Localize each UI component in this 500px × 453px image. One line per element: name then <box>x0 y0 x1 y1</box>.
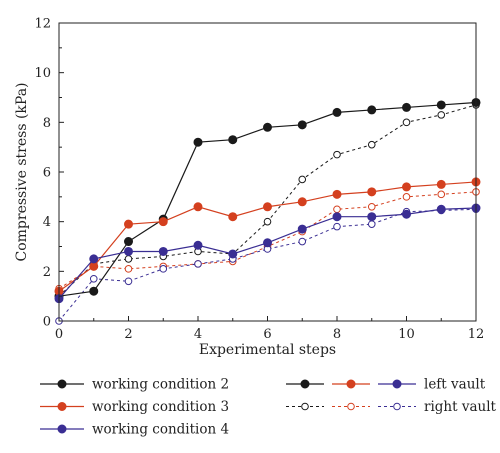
data-point <box>332 107 342 117</box>
data-point <box>228 249 238 259</box>
legend-vault-label: left vault <box>424 377 486 393</box>
data-point <box>402 182 411 192</box>
legend: working condition 2 working condition 3 wo… <box>40 377 497 438</box>
x-tick-label: 0 <box>55 327 63 342</box>
data-point <box>194 260 202 268</box>
data-point <box>89 286 99 296</box>
data-point <box>332 189 342 199</box>
legend-condition-entry: working condition 2 <box>40 377 229 393</box>
data-point <box>333 205 341 214</box>
data-point <box>367 187 377 197</box>
legend-vault-entry: left vault <box>286 377 486 393</box>
series-line <box>58 104 477 297</box>
data-point <box>193 202 203 212</box>
y-tick-label: 10 <box>34 66 51 81</box>
data-point <box>333 222 341 231</box>
x-tick-label: 10 <box>398 327 415 342</box>
data-point <box>437 190 446 199</box>
series-2 <box>54 177 481 296</box>
data-point <box>89 254 99 264</box>
data-point <box>436 204 446 214</box>
data-point <box>263 217 272 226</box>
data-point <box>402 209 411 219</box>
data-point <box>297 197 307 207</box>
y-tick-label: 12 <box>34 17 51 32</box>
series-layer <box>54 97 481 325</box>
data-point <box>124 265 133 273</box>
legend-vault-label: right vault <box>424 399 497 415</box>
data-point <box>193 137 203 147</box>
data-point <box>367 140 376 149</box>
data-point <box>367 212 377 222</box>
legend-vault-marker <box>347 402 355 411</box>
y-tick-label: 4 <box>43 215 51 230</box>
data-point <box>332 212 342 222</box>
data-point <box>158 217 168 227</box>
series-line <box>58 208 477 322</box>
data-point <box>124 237 133 247</box>
plot-area-frame <box>58 22 477 322</box>
legend-condition-entry: working condition 4 <box>40 422 229 438</box>
y-tick-label: 6 <box>43 166 51 181</box>
x-axis-title: Experimental steps <box>199 342 336 358</box>
data-point <box>436 100 446 110</box>
data-point <box>367 220 376 228</box>
x-tick-label: 6 <box>263 327 271 342</box>
y-tick-label: 8 <box>43 116 51 131</box>
y-tick-label: 0 <box>43 315 51 330</box>
data-point <box>124 277 133 286</box>
data-point <box>297 120 307 130</box>
data-point <box>89 261 99 271</box>
y-axis-title: Compressive stress (kPa) <box>14 83 30 262</box>
data-point <box>124 219 133 229</box>
series-0 <box>54 97 481 301</box>
data-point <box>124 246 133 256</box>
legend-vault-marker <box>392 379 402 389</box>
legend-marker <box>57 379 67 389</box>
data-point <box>228 135 238 145</box>
legend-vault-marker <box>346 379 356 389</box>
data-point <box>436 179 446 189</box>
series-line <box>58 181 477 292</box>
data-point <box>193 240 203 250</box>
data-point <box>263 202 272 212</box>
data-point <box>437 111 446 119</box>
data-point <box>402 102 411 112</box>
data-point <box>159 265 168 273</box>
legend-vault-marker <box>393 402 401 411</box>
legend-marker <box>57 402 67 411</box>
data-point <box>298 237 307 246</box>
data-point <box>124 255 133 263</box>
legend-condition-label: working condition 3 <box>92 399 229 415</box>
data-point <box>158 246 168 256</box>
data-point <box>402 118 411 127</box>
x-tick-label: 4 <box>194 327 202 342</box>
y-tick-label: 2 <box>43 265 51 280</box>
data-point <box>333 150 341 159</box>
data-point <box>402 193 411 201</box>
x-tick-label: 12 <box>468 327 485 342</box>
legend-vault-marker <box>301 402 309 411</box>
axis-ticks: 0 2 4 6 8 10 12 0 2 4 6 8 10 12 <box>34 17 484 343</box>
data-point <box>263 238 272 248</box>
legend-condition-label: working condition 2 <box>92 377 229 393</box>
legend-condition-label: working condition 4 <box>92 422 229 438</box>
data-point <box>298 175 307 184</box>
x-tick-label: 2 <box>124 327 132 342</box>
data-point <box>367 105 377 115</box>
data-point <box>228 212 238 222</box>
x-tick-label: 8 <box>333 327 341 342</box>
legend-vault-entry: right vault <box>286 399 497 415</box>
legend-marker <box>57 424 67 434</box>
data-point <box>89 274 98 283</box>
legend-vault-marker <box>300 379 310 389</box>
data-point <box>263 122 272 132</box>
legend-condition-entry: working condition 3 <box>40 399 229 415</box>
data-point <box>297 224 307 234</box>
data-point <box>367 202 376 211</box>
